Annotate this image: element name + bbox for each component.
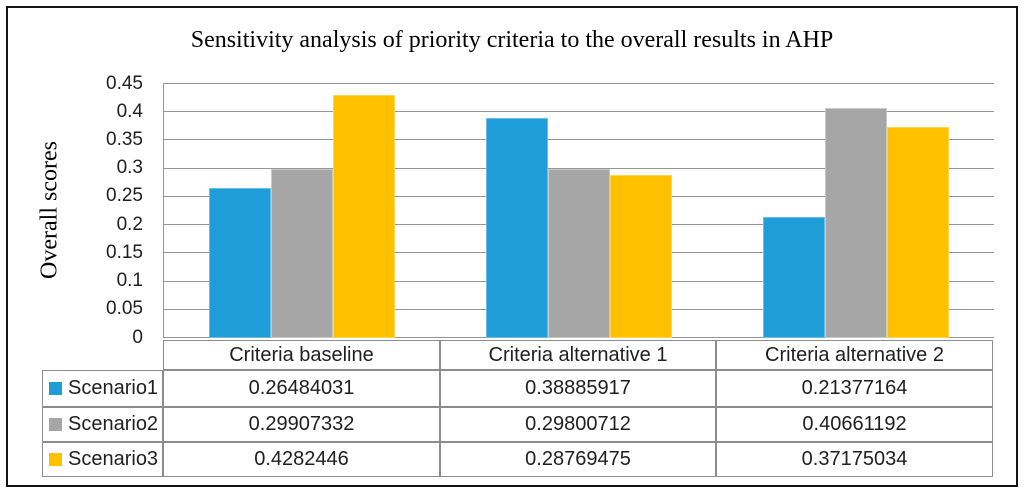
bar-scenario1-category-3 [762, 216, 825, 338]
legend-swatch-scenario2 [49, 418, 62, 431]
value-cell-scenario1-category-2: 0.38885917 [440, 370, 716, 407]
chart-title: Sensitivity analysis of priority criteri… [190, 27, 834, 53]
y-tick-label: 0.2 [116, 213, 143, 235]
legend-item-scenario3: Scenario3 [42, 442, 163, 477]
value-cell-scenario3-category-1: 0.4282446 [163, 442, 440, 477]
legend-label: Scenario2 [68, 413, 159, 435]
legend-swatch-scenario3 [49, 453, 62, 466]
value-cell-scenario2-category-1: 0.29907332 [163, 407, 440, 442]
value-cell-scenario2-category-3: 0.40661192 [716, 407, 993, 442]
plot-area [163, 83, 994, 338]
gridline [164, 139, 994, 141]
gridline [164, 83, 994, 84]
legend-item-scenario1: Scenario1 [42, 370, 163, 407]
y-tick-label: 0.3 [116, 157, 143, 179]
legend-swatch-scenario1 [49, 382, 62, 395]
bar-scenario2-category-3 [824, 107, 887, 338]
gridline [164, 111, 994, 113]
gridline [164, 167, 994, 169]
legend-item-scenario2: Scenario2 [42, 407, 163, 442]
bar-scenario2-category-2 [548, 169, 610, 338]
y-tick-label: 0.1 [116, 270, 143, 292]
value-cell-scenario2-category-2: 0.29800712 [440, 407, 716, 442]
category-header-3: Criteria alternative 2 [716, 340, 993, 370]
bar-scenario2-category-1 [271, 168, 334, 338]
value-cell-scenario3-category-2: 0.28769475 [440, 442, 716, 477]
bar-scenario3-category-3 [886, 127, 949, 338]
y-tick-label: 0.45 [106, 72, 143, 94]
y-tick-label: 0.05 [106, 298, 143, 320]
value-cell-scenario3-category-3: 0.37175034 [716, 442, 993, 477]
bar-scenario3-category-2 [610, 174, 672, 338]
bar-scenario3-category-1 [333, 95, 396, 338]
value-cell-scenario1-category-1: 0.26484031 [163, 370, 440, 407]
category-header-2: Criteria alternative 1 [440, 340, 716, 370]
y-tick-label: 0.35 [106, 128, 143, 150]
bar-scenario1-category-2 [486, 117, 548, 338]
value-cell-scenario1-category-3: 0.21377164 [716, 370, 993, 407]
legend-label: Scenario3 [68, 448, 159, 470]
y-tick-label: 0.4 [116, 100, 143, 122]
y-tick-label: 0.25 [106, 185, 143, 207]
bar-scenario1-category-1 [209, 187, 272, 338]
y-tick-label: 0.15 [106, 241, 143, 263]
legend-label: Scenario1 [68, 377, 159, 399]
y-tick-label: 0 [132, 326, 143, 348]
table-corner-cell [42, 340, 163, 370]
category-header-1: Criteria baseline [163, 340, 440, 370]
y-axis-tick-labels: 0.45 0.4 0.35 0.3 0.25 0.2 0.15 0.1 0.05 0 [0, 73, 143, 347]
